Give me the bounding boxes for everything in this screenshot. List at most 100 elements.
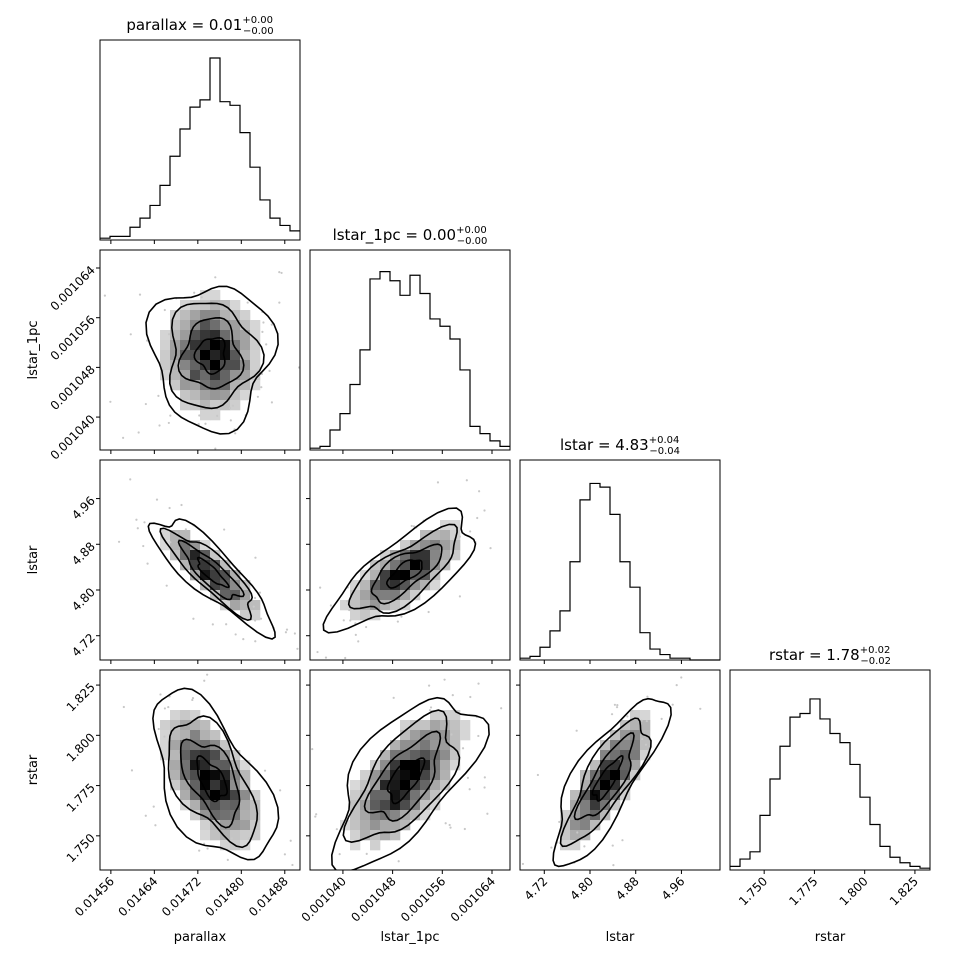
density-cell: [420, 550, 431, 561]
density-cell: [200, 810, 211, 821]
density-cell: [180, 760, 191, 771]
density-cell: [190, 360, 201, 371]
density-cell: [220, 370, 231, 381]
density-cell: [230, 800, 241, 811]
density-cell: [450, 710, 461, 721]
density-cell: [450, 550, 461, 561]
density-cell: [200, 780, 211, 791]
scatter-point: [167, 705, 170, 709]
x-axis-label-lstar: lstar: [606, 930, 635, 945]
scatter-point: [280, 648, 282, 650]
contour-level: [167, 715, 259, 849]
scatter-point: [157, 727, 160, 731]
contour-level: [193, 336, 226, 376]
contour-level: [159, 527, 254, 622]
density-cell: [210, 380, 221, 391]
density-cell: [440, 530, 451, 541]
density-cell: [570, 820, 581, 831]
x-axis-label-rstar: rstar: [815, 930, 846, 945]
density-cell: [460, 730, 471, 741]
density-cell: [350, 830, 361, 841]
scatter-point: [349, 619, 352, 622]
density-cell: [180, 360, 191, 371]
scatter-point: [449, 826, 452, 829]
density-cell: [640, 720, 651, 731]
scatter-point: [231, 404, 234, 407]
y-tick-label: 0.001056: [48, 313, 98, 363]
scatter-point: [242, 637, 245, 641]
scatter-point: [466, 776, 470, 779]
density-cell: [410, 590, 421, 601]
density-cell: [430, 770, 441, 781]
density-cell: [400, 800, 411, 811]
histogram-lstar_1pc: [310, 271, 510, 449]
scatter-point: [586, 925, 588, 927]
panel-frame: [99, 459, 301, 661]
density-cell: [390, 550, 401, 561]
density-cell: [390, 790, 401, 801]
density-cell: [240, 600, 251, 611]
panel-frame: [309, 249, 511, 451]
scatter-point: [259, 617, 263, 620]
density-cell: [390, 830, 401, 841]
scatter-point: [289, 839, 292, 842]
density-cell: [200, 730, 211, 741]
scatter-point: [206, 847, 209, 850]
y-axis-label-rstar: rstar: [26, 754, 41, 785]
scatter-point: [547, 905, 549, 907]
scatter-point: [293, 632, 296, 635]
scatter-point: [254, 640, 257, 643]
y-tick-label: 4.72: [69, 631, 98, 660]
density-cell: [630, 720, 641, 731]
density-cell: [430, 560, 441, 571]
density-cell: [210, 780, 221, 791]
density-cell: [390, 750, 401, 761]
scatter-point: [158, 424, 161, 427]
density-cell: [560, 840, 571, 851]
density-cell: [350, 590, 361, 601]
density-cell: [200, 830, 211, 841]
scatter-point: [550, 846, 553, 849]
density-cell: [400, 580, 411, 591]
density-cell: [180, 540, 191, 551]
scatter-point: [400, 615, 403, 618]
density-cell: [230, 750, 241, 761]
density-cell: [600, 780, 611, 791]
panel-title-rstar: rstar = 1.78+0.02 −0.02: [769, 645, 891, 667]
scatter-point: [281, 671, 283, 673]
contour-level: [145, 285, 279, 435]
density-cell: [230, 330, 241, 341]
scatter-point: [265, 343, 268, 346]
scatter-point: [279, 789, 282, 792]
density-cell: [390, 590, 401, 601]
density-cell: [590, 800, 601, 811]
scatter-point: [296, 860, 298, 862]
density-cell: [250, 330, 261, 341]
scatter-point: [365, 852, 368, 855]
density-cell: [400, 720, 411, 731]
density-cell: [360, 820, 371, 831]
scatter-point: [324, 656, 328, 659]
density-cell: [230, 810, 241, 821]
density-cell: [250, 830, 261, 841]
density-cell: [350, 810, 361, 821]
density-cell: [190, 810, 201, 821]
density-cell: [230, 580, 241, 591]
scatter-point: [163, 707, 167, 710]
scatter-point: [129, 333, 132, 336]
density-cell: [430, 530, 441, 541]
scatter-point: [169, 541, 172, 544]
density-cell: [190, 750, 201, 761]
density-cell: [400, 590, 411, 601]
density-cell: [400, 740, 411, 751]
scatter-point: [365, 625, 368, 629]
density-cell: [350, 600, 361, 611]
density-cell: [190, 330, 201, 341]
density-cell: [580, 800, 591, 811]
scatter-point: [410, 524, 413, 528]
scatter-point: [154, 824, 157, 827]
scatter-point: [167, 421, 170, 425]
x-tick-label: 0.001056: [398, 874, 448, 924]
density-cell: [180, 400, 191, 411]
